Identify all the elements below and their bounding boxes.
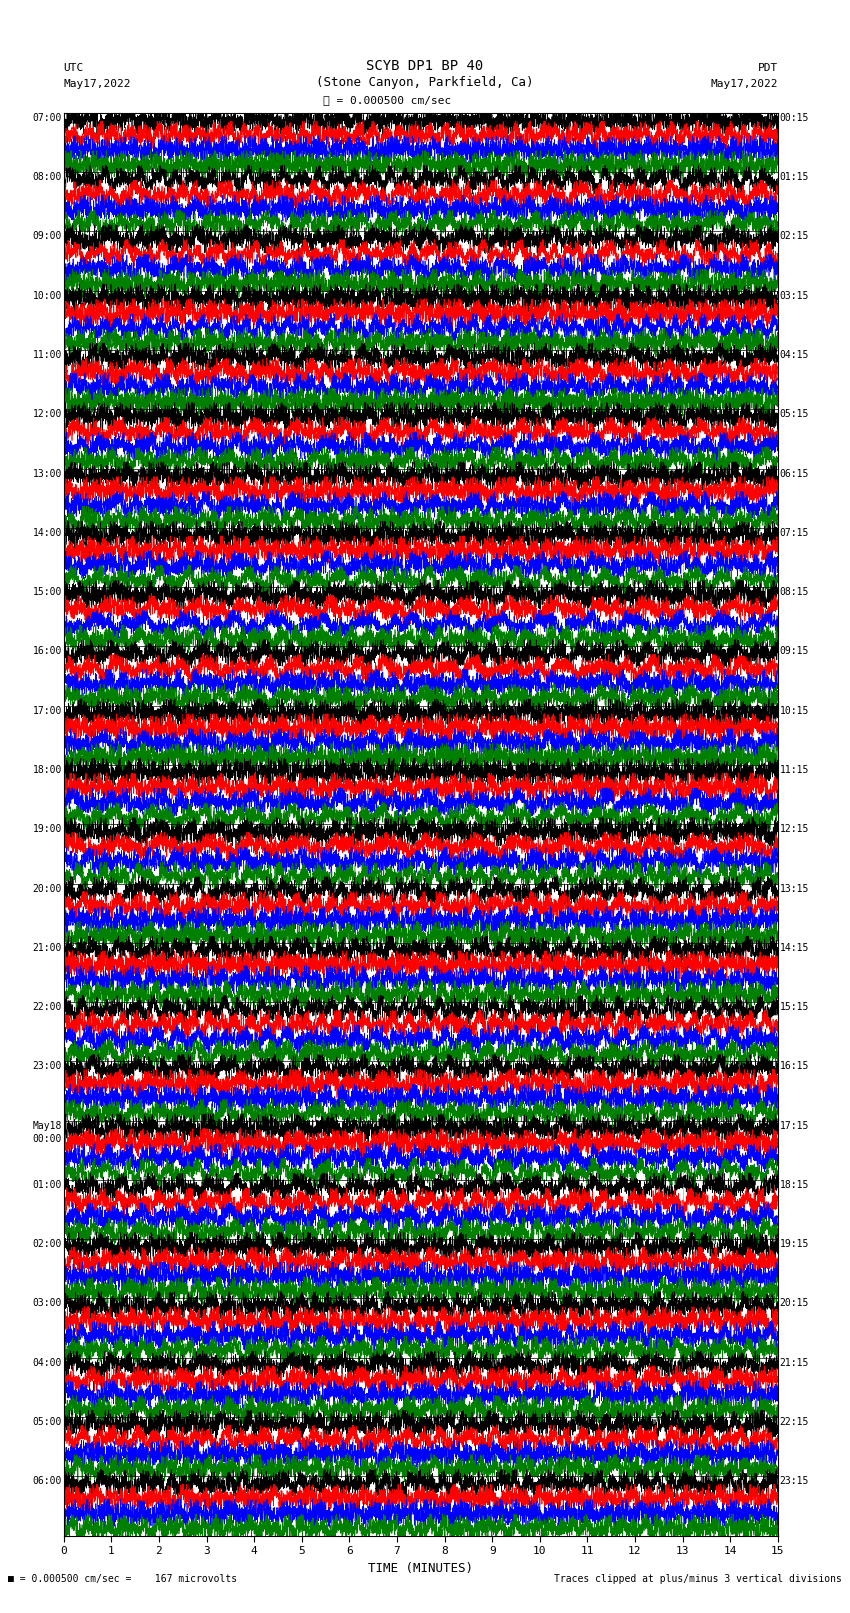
- Text: 23:15: 23:15: [779, 1476, 809, 1486]
- Text: 19:15: 19:15: [779, 1239, 809, 1248]
- Text: 03:15: 03:15: [779, 290, 809, 300]
- Text: 11:00: 11:00: [32, 350, 62, 360]
- Text: 16:00: 16:00: [32, 647, 62, 656]
- Text: 18:00: 18:00: [32, 765, 62, 774]
- Text: 22:00: 22:00: [32, 1002, 62, 1011]
- Text: 23:00: 23:00: [32, 1061, 62, 1071]
- Text: 19:00: 19:00: [32, 824, 62, 834]
- Text: ⏐ = 0.000500 cm/sec: ⏐ = 0.000500 cm/sec: [323, 95, 450, 105]
- Text: 17:15: 17:15: [779, 1121, 809, 1131]
- Text: 11:15: 11:15: [779, 765, 809, 774]
- Text: UTC: UTC: [64, 63, 84, 73]
- Text: 03:00: 03:00: [32, 1298, 62, 1308]
- Text: 07:15: 07:15: [779, 527, 809, 537]
- Text: 06:00: 06:00: [32, 1476, 62, 1486]
- Text: May17,2022: May17,2022: [711, 79, 778, 89]
- Text: 05:00: 05:00: [32, 1418, 62, 1428]
- Text: 22:15: 22:15: [779, 1418, 809, 1428]
- Text: 00:15: 00:15: [779, 113, 809, 123]
- Text: 18:15: 18:15: [779, 1181, 809, 1190]
- Text: 08:00: 08:00: [32, 173, 62, 182]
- Text: 20:00: 20:00: [32, 884, 62, 894]
- Text: 14:15: 14:15: [779, 942, 809, 953]
- Text: ■ = 0.000500 cm/sec =    167 microvolts: ■ = 0.000500 cm/sec = 167 microvolts: [8, 1574, 238, 1584]
- X-axis label: TIME (MINUTES): TIME (MINUTES): [368, 1561, 473, 1574]
- Text: 01:15: 01:15: [779, 173, 809, 182]
- Text: 16:15: 16:15: [779, 1061, 809, 1071]
- Text: 02:00: 02:00: [32, 1239, 62, 1248]
- Text: 05:15: 05:15: [779, 410, 809, 419]
- Text: 15:00: 15:00: [32, 587, 62, 597]
- Text: 08:15: 08:15: [779, 587, 809, 597]
- Text: 13:00: 13:00: [32, 468, 62, 479]
- Text: 04:15: 04:15: [779, 350, 809, 360]
- Text: 07:00: 07:00: [32, 113, 62, 123]
- Text: 00:00: 00:00: [32, 1134, 62, 1144]
- Text: 02:15: 02:15: [779, 232, 809, 242]
- Text: 10:15: 10:15: [779, 705, 809, 716]
- Text: 17:00: 17:00: [32, 705, 62, 716]
- Text: PDT: PDT: [757, 63, 778, 73]
- Text: 10:00: 10:00: [32, 290, 62, 300]
- Text: Traces clipped at plus/minus 3 vertical divisions: Traces clipped at plus/minus 3 vertical …: [553, 1574, 842, 1584]
- Text: 12:15: 12:15: [779, 824, 809, 834]
- Text: 01:00: 01:00: [32, 1181, 62, 1190]
- Text: SCYB DP1 BP 40: SCYB DP1 BP 40: [366, 58, 484, 73]
- Text: 21:00: 21:00: [32, 942, 62, 953]
- Text: 14:00: 14:00: [32, 527, 62, 537]
- Text: 04:00: 04:00: [32, 1358, 62, 1368]
- Text: 20:15: 20:15: [779, 1298, 809, 1308]
- Text: 15:15: 15:15: [779, 1002, 809, 1011]
- Text: 06:15: 06:15: [779, 468, 809, 479]
- Text: 09:15: 09:15: [779, 647, 809, 656]
- Text: 13:15: 13:15: [779, 884, 809, 894]
- Text: May17,2022: May17,2022: [64, 79, 131, 89]
- Text: May18: May18: [32, 1121, 62, 1131]
- Text: 09:00: 09:00: [32, 232, 62, 242]
- Text: (Stone Canyon, Parkfield, Ca): (Stone Canyon, Parkfield, Ca): [316, 76, 534, 89]
- Text: 12:00: 12:00: [32, 410, 62, 419]
- Text: 21:15: 21:15: [779, 1358, 809, 1368]
